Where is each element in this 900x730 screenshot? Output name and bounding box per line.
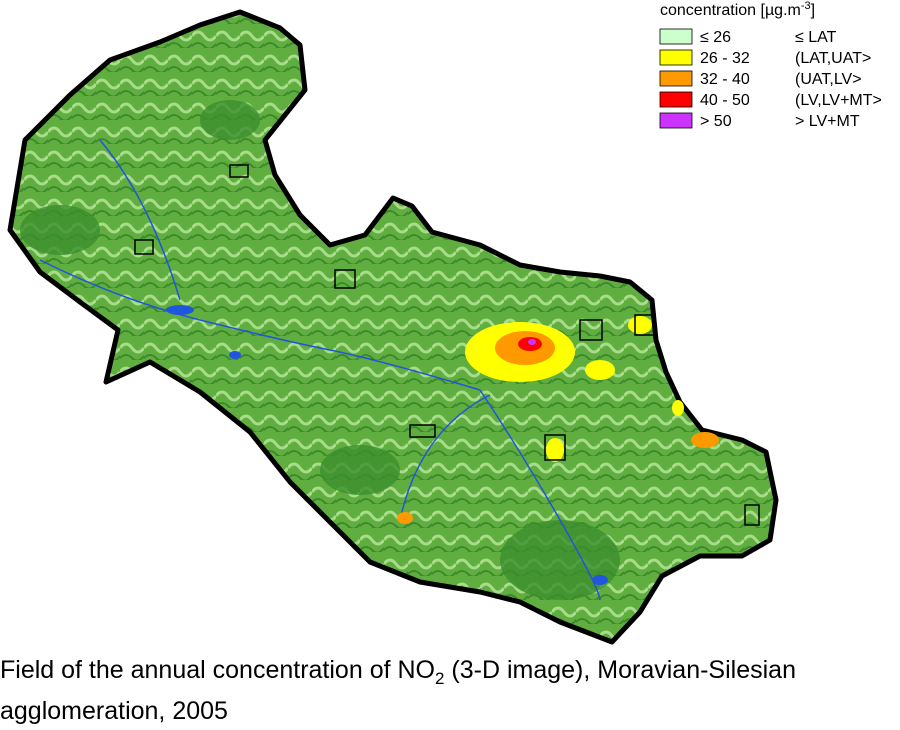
legend-swatch (659, 70, 693, 87)
map: concentration [µg.m-3] ≤ 26 ≤ LAT 26 - 32 (… (7, 0, 882, 645)
legend-label: (UAT,LV> (795, 71, 862, 88)
legend-title: concentration [µg.m-3] (660, 0, 815, 19)
town-outlines (134, 164, 760, 526)
dark-forest (20, 100, 620, 600)
pollution-hotspots (397, 316, 719, 524)
legend-label: ≤ LAT (795, 29, 837, 46)
legend-range: 40 - 50 (700, 92, 750, 109)
legend-range: ≤ 26 (700, 29, 731, 46)
legend-swatch (659, 112, 693, 129)
legend-label: (LV,LV+MT> (795, 92, 882, 109)
caption: Field of the annual concentration of NO2… (0, 656, 796, 725)
legend-range: > 50 (700, 113, 732, 130)
legend-label: > LV+MT (795, 113, 860, 130)
rivers (39, 139, 601, 601)
legend-swatch (659, 91, 693, 108)
region (7, 9, 779, 645)
legend-range: 32 - 40 (700, 71, 750, 88)
legend-swatch (659, 49, 693, 66)
legend-swatch (659, 28, 693, 45)
legend-range: 26 - 32 (700, 50, 750, 67)
legend: ≤ 26 ≤ LAT 26 - 32 (LAT,UAT> 32 - 40 (UAT,LV>… (659, 28, 882, 130)
legend-label: (LAT,UAT> (795, 50, 871, 67)
reservoirs (166, 305, 608, 585)
